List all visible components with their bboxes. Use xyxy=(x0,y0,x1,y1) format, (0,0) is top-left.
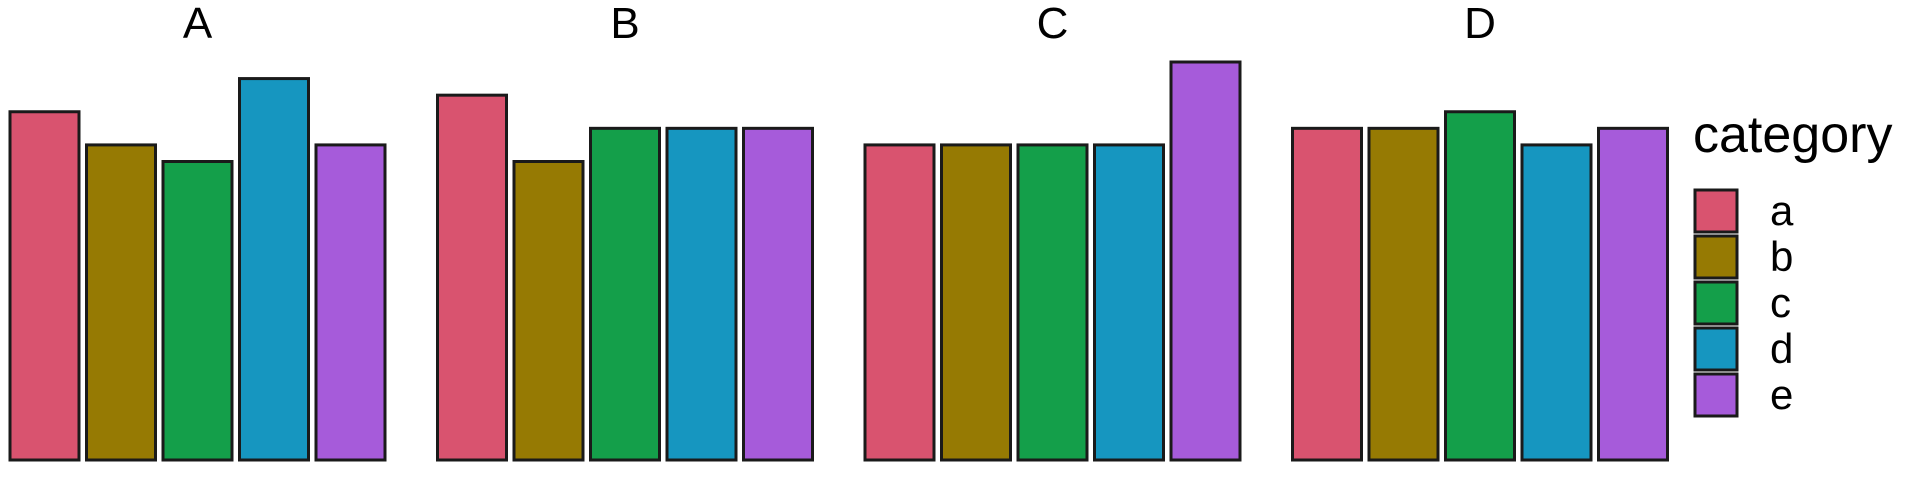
facet-title-b: B xyxy=(610,0,639,48)
legend-key-d xyxy=(1693,326,1739,372)
bar-a-b xyxy=(85,143,157,462)
bar-d-d xyxy=(1520,143,1593,462)
legend-label-b: b xyxy=(1770,233,1793,280)
legend-label-c: c xyxy=(1770,279,1791,326)
bar-c-e xyxy=(1169,60,1242,462)
bar-c-c xyxy=(1016,143,1089,462)
legend-key-b xyxy=(1693,234,1739,280)
bar-b-d xyxy=(665,126,738,462)
facet-panel-d: D xyxy=(1291,0,1669,462)
legend-label-d: d xyxy=(1770,325,1793,372)
bar-a-d xyxy=(238,77,310,462)
facet-title-c: C xyxy=(1037,0,1069,48)
facet-title-d: D xyxy=(1464,0,1496,48)
bar-c-a xyxy=(863,143,936,462)
bar-b-c xyxy=(589,126,661,462)
facet-panels: A B C D xyxy=(8,0,1669,462)
bar-b-b xyxy=(512,160,585,462)
bar-d-c xyxy=(1444,110,1516,462)
legend-title: category xyxy=(1693,106,1892,164)
facet-panel-a: A xyxy=(8,0,387,462)
bar-d-a xyxy=(1291,126,1363,462)
bar-d-b xyxy=(1367,126,1440,462)
legend-key-c xyxy=(1693,280,1739,326)
legend-key-e xyxy=(1693,372,1739,418)
facet-title-a: A xyxy=(183,0,213,48)
bar-a-c xyxy=(161,160,234,462)
facet-panel-c: C xyxy=(863,0,1242,462)
legend-key-a xyxy=(1693,188,1739,234)
bar-c-d xyxy=(1093,143,1165,462)
bar-a-a xyxy=(8,110,81,462)
bar-b-a xyxy=(436,93,508,462)
facet-panel-b: B xyxy=(436,0,814,462)
bar-c-b xyxy=(940,143,1012,462)
bar-a-e xyxy=(314,143,387,462)
legend-label-e: e xyxy=(1770,371,1793,418)
bar-d-e xyxy=(1597,126,1669,462)
legend-label-a: a xyxy=(1770,187,1794,234)
bar-b-e xyxy=(742,126,814,462)
